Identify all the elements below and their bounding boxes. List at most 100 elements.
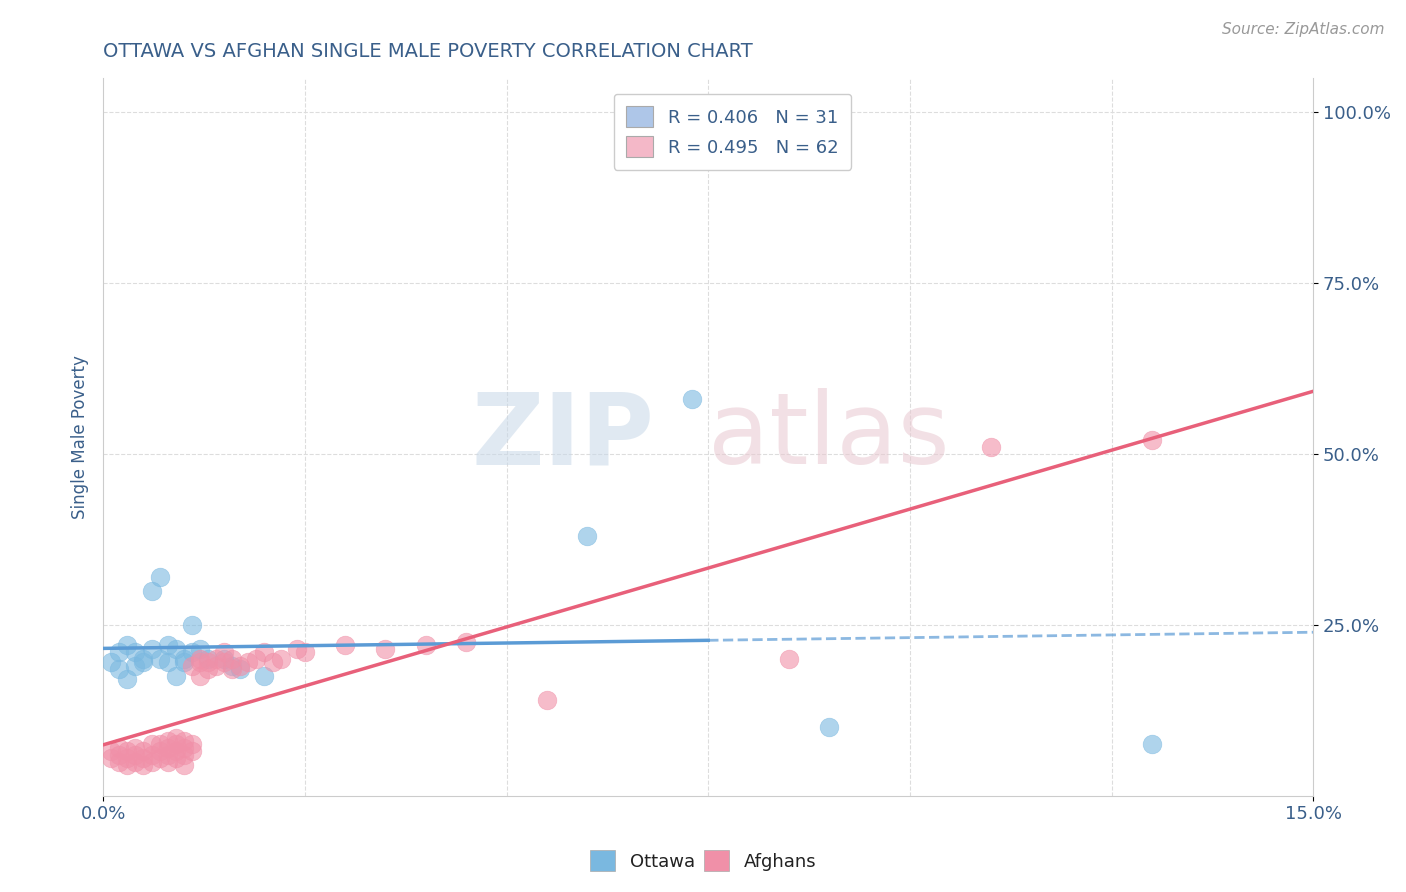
Point — [229, 658, 252, 673]
Point — [165, 641, 187, 656]
Point — [132, 652, 155, 666]
Y-axis label: Single Male Poverty: Single Male Poverty — [72, 355, 89, 518]
Point — [238, 656, 260, 670]
Point — [117, 751, 139, 765]
Point — [1140, 433, 1163, 447]
Point — [141, 747, 163, 762]
Legend: Ottawa, Afghans: Ottawa, Afghans — [582, 843, 824, 879]
Point — [156, 656, 179, 670]
Point — [205, 652, 228, 666]
Point — [818, 720, 841, 734]
Point — [108, 645, 131, 659]
Text: atlas: atlas — [709, 388, 950, 485]
Point — [221, 652, 243, 666]
Point — [173, 652, 195, 666]
Text: ZIP: ZIP — [471, 388, 654, 485]
Point — [149, 751, 172, 765]
Point — [536, 693, 558, 707]
Point — [180, 617, 202, 632]
Point — [156, 638, 179, 652]
Point — [165, 738, 187, 752]
Point — [117, 638, 139, 652]
Point — [456, 635, 478, 649]
Text: OTTAWA VS AFGHAN SINGLE MALE POVERTY CORRELATION CHART: OTTAWA VS AFGHAN SINGLE MALE POVERTY COR… — [103, 42, 752, 61]
Point — [285, 641, 308, 656]
Point — [212, 652, 235, 666]
Point — [205, 658, 228, 673]
Point — [180, 658, 202, 673]
Point — [108, 662, 131, 676]
Point — [165, 669, 187, 683]
Point — [212, 645, 235, 659]
Point — [165, 744, 187, 758]
Point — [149, 570, 172, 584]
Point — [124, 740, 146, 755]
Point — [149, 744, 172, 758]
Point — [141, 641, 163, 656]
Point — [188, 641, 211, 656]
Point — [117, 758, 139, 772]
Point — [374, 641, 396, 656]
Text: Source: ZipAtlas.com: Source: ZipAtlas.com — [1222, 22, 1385, 37]
Point — [156, 755, 179, 769]
Point — [100, 744, 122, 758]
Point — [124, 755, 146, 769]
Point — [108, 747, 131, 762]
Point — [156, 740, 179, 755]
Point — [173, 734, 195, 748]
Point — [165, 731, 187, 745]
Point — [156, 747, 179, 762]
Point — [100, 751, 122, 765]
Point — [262, 656, 284, 670]
Point — [197, 652, 219, 666]
Legend: R = 0.406   N = 31, R = 0.495   N = 62: R = 0.406 N = 31, R = 0.495 N = 62 — [613, 94, 851, 169]
Point — [108, 755, 131, 769]
Point — [100, 656, 122, 670]
Point — [333, 638, 356, 652]
Point — [681, 392, 703, 406]
Point — [197, 662, 219, 676]
Point — [117, 744, 139, 758]
Point — [156, 734, 179, 748]
Point — [212, 656, 235, 670]
Point — [141, 738, 163, 752]
Point — [415, 638, 437, 652]
Point — [188, 669, 211, 683]
Point — [576, 529, 599, 543]
Point — [180, 645, 202, 659]
Point — [132, 751, 155, 765]
Point — [132, 744, 155, 758]
Point — [253, 669, 276, 683]
Point — [132, 758, 155, 772]
Point — [778, 652, 800, 666]
Point — [180, 744, 202, 758]
Point — [149, 738, 172, 752]
Point — [980, 440, 1002, 454]
Point — [221, 658, 243, 673]
Point — [165, 751, 187, 765]
Point — [1140, 738, 1163, 752]
Point — [173, 740, 195, 755]
Point — [245, 652, 267, 666]
Point — [173, 747, 195, 762]
Point — [132, 656, 155, 670]
Point — [141, 755, 163, 769]
Point — [124, 645, 146, 659]
Point — [270, 652, 292, 666]
Point — [221, 662, 243, 676]
Point — [173, 758, 195, 772]
Point — [117, 673, 139, 687]
Point — [180, 738, 202, 752]
Point — [229, 662, 252, 676]
Point — [124, 747, 146, 762]
Point — [197, 656, 219, 670]
Point — [188, 652, 211, 666]
Point — [188, 656, 211, 670]
Point — [124, 658, 146, 673]
Point — [173, 656, 195, 670]
Point — [294, 645, 316, 659]
Point — [108, 740, 131, 755]
Point — [141, 583, 163, 598]
Point — [253, 645, 276, 659]
Point — [149, 652, 172, 666]
